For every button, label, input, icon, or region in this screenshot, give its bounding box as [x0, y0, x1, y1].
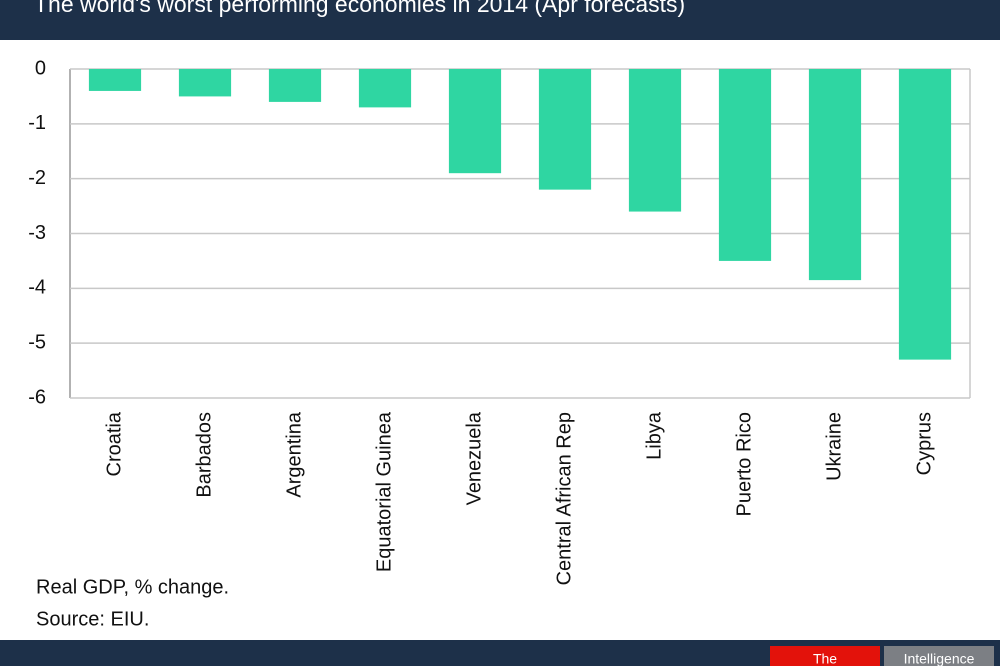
x-tick-label: Ukraine — [823, 412, 845, 481]
header-band — [0, 0, 1000, 40]
bar — [898, 69, 952, 360]
x-tick-label: Argentina — [283, 411, 305, 497]
y-tick-label: -4 — [28, 277, 46, 299]
x-tick-label: Cyprus — [913, 412, 935, 475]
chart-title: The world's worst performing economies i… — [34, 0, 685, 17]
footer-logo: Intelligence — [904, 651, 975, 666]
bar — [178, 69, 232, 97]
y-tick-label: -3 — [28, 222, 46, 244]
x-tick-label: Equatorial Guinea — [373, 411, 395, 572]
x-tick-label: Central African Rep — [553, 412, 575, 585]
bar — [808, 69, 862, 281]
y-tick-label: -5 — [28, 331, 46, 353]
bar — [448, 69, 502, 174]
note: Real GDP, % change. — [36, 576, 229, 598]
x-tick-label: Croatia — [103, 411, 125, 476]
bar — [88, 69, 142, 91]
logo-box — [884, 646, 994, 666]
bar — [538, 69, 592, 190]
bar — [268, 69, 322, 102]
x-tick-label: Barbados — [193, 412, 215, 498]
y-tick-label: -6 — [28, 386, 46, 408]
x-tick-label: Puerto Rico — [733, 412, 755, 517]
bar — [628, 69, 682, 212]
y-tick-label: 0 — [35, 57, 46, 79]
x-tick-label: Venezuela — [463, 411, 485, 505]
bar — [358, 69, 412, 108]
y-tick-label: -1 — [28, 112, 46, 134]
note: Source: EIU. — [36, 608, 149, 630]
bar — [718, 69, 772, 261]
x-tick-label: Libya — [643, 411, 665, 460]
logo-box — [770, 646, 880, 666]
y-tick-label: -2 — [28, 167, 46, 189]
footer-logo: The — [813, 651, 837, 666]
